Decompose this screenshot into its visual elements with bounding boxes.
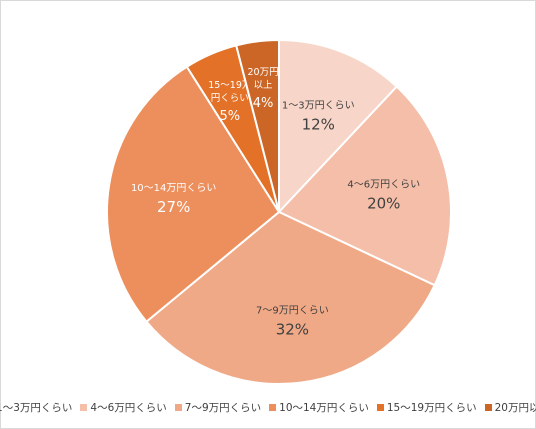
slice-value-label: 32%: [276, 320, 309, 338]
legend-label: 15〜19万円くらい: [386, 401, 477, 414]
slice-category-label: 以上: [254, 80, 274, 91]
legend-swatch: [80, 403, 88, 411]
slice-value-label: 20%: [367, 195, 400, 213]
pie-slice: [235, 38, 280, 213]
slice-label-group: 10〜14万円くらい 27%: [131, 182, 216, 216]
legend-label: 10〜14万円くらい: [279, 401, 369, 414]
pie-slice: [277, 85, 452, 287]
legend-item: 7〜9万円くらい: [174, 400, 262, 415]
pie-slice: [106, 65, 281, 324]
slice-label-group: 15〜19万円くらい 5%: [208, 80, 251, 124]
legend-swatch: [174, 403, 182, 411]
slice-category-label: 7〜9万円くらい: [256, 304, 329, 316]
legend-item: 10〜14万円くらい: [269, 400, 369, 415]
slice-category-label: 10〜14万円くらい: [131, 182, 216, 194]
slice-label-group: 1〜3万円くらい 12%: [282, 99, 355, 133]
legend-item: 15〜19万円くらい: [376, 400, 477, 415]
legend-item: 4〜6万円くらい: [80, 400, 167, 415]
slice-value-label: 5%: [220, 109, 241, 124]
slice-label-group: 4〜6万円くらい 20%: [347, 179, 420, 213]
legend-swatch: [376, 403, 384, 411]
slice-label-group: 7〜9万円くらい 32%: [256, 304, 329, 338]
slice-category-label: 4〜6万円くらい: [347, 179, 420, 191]
slice-category-label: 20万円: [248, 67, 279, 78]
chart-legend: 1〜3万円くらい 4〜6万円くらい 7〜9万円くらい 10〜14万円くらい 15〜19万…: [0, 399, 536, 415]
slice-value-label: 4%: [253, 96, 274, 111]
slice-category-label: 15〜19万: [208, 80, 251, 91]
slice-value-label: 12%: [302, 115, 335, 133]
pie-slice: [278, 38, 399, 215]
legend-swatch: [484, 403, 492, 411]
legend-swatch: [269, 403, 277, 411]
slice-value-label: 27%: [157, 198, 190, 216]
slice-category-label: 1〜3万円くらい: [282, 99, 355, 111]
legend-item: 1〜3万円くらい: [0, 400, 72, 415]
pie-slice: [145, 210, 436, 385]
legend-label: 7〜9万円くらい: [184, 401, 262, 414]
legend-label: 4〜6万円くらい: [90, 401, 167, 414]
slice-category-label: 円くらい: [211, 93, 249, 104]
legend-label: 1〜3万円くらい: [0, 401, 73, 414]
